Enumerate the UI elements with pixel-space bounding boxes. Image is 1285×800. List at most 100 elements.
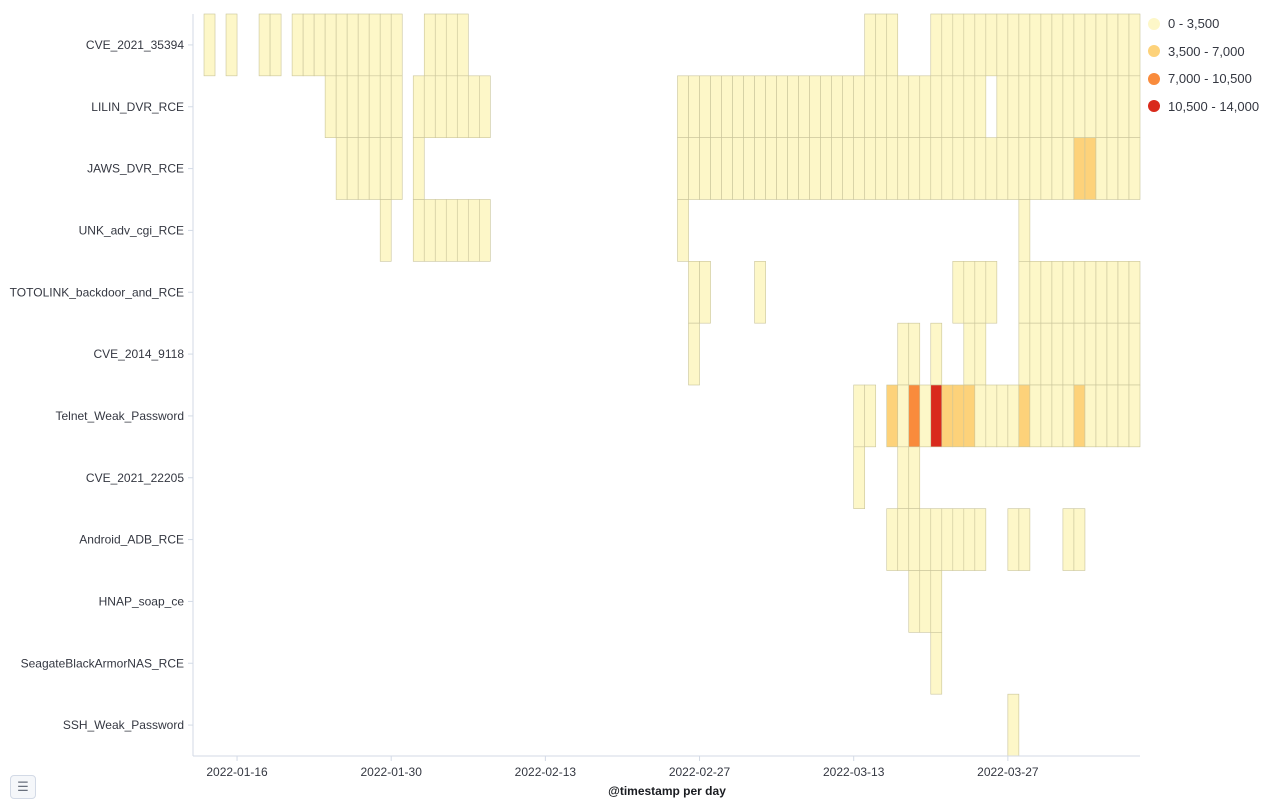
heatmap-cell[interactable] xyxy=(346,137,359,200)
heatmap-cell[interactable] xyxy=(886,13,899,77)
heatmap-cell[interactable] xyxy=(930,75,943,138)
heatmap-cell[interactable] xyxy=(897,384,910,448)
heatmap-cell[interactable] xyxy=(1128,322,1141,386)
heatmap-cell[interactable] xyxy=(853,137,866,200)
heatmap-cell[interactable] xyxy=(908,446,921,509)
heatmap-cell[interactable] xyxy=(1051,75,1064,138)
heatmap-cell[interactable] xyxy=(677,199,689,262)
heatmap-cell[interactable] xyxy=(688,322,700,386)
heatmap-cell[interactable] xyxy=(1084,384,1097,448)
heatmap-cell[interactable] xyxy=(765,75,777,138)
heatmap-cell[interactable] xyxy=(335,75,348,138)
heatmap-cell[interactable] xyxy=(765,137,777,200)
heatmap-cell[interactable] xyxy=(897,322,910,386)
heatmap-cell[interactable] xyxy=(996,13,1009,77)
heatmap-cell[interactable] xyxy=(1040,137,1053,200)
heatmap-cell[interactable] xyxy=(721,75,733,138)
heatmap-cell[interactable] xyxy=(1084,137,1097,200)
heatmap-cell[interactable] xyxy=(930,322,943,386)
heatmap-cell[interactable] xyxy=(941,384,954,448)
heatmap-cell[interactable] xyxy=(1128,75,1141,138)
heatmap-cell[interactable] xyxy=(952,384,965,448)
heatmap-cell[interactable] xyxy=(1084,322,1097,386)
heatmap-cell[interactable] xyxy=(688,75,700,138)
heatmap-cell[interactable] xyxy=(269,13,282,77)
heatmap-cell[interactable] xyxy=(743,75,755,138)
heatmap-cell[interactable] xyxy=(1117,322,1130,386)
heatmap-cell[interactable] xyxy=(864,384,877,448)
heatmap-cell[interactable] xyxy=(897,446,910,509)
heatmap-cell[interactable] xyxy=(864,75,877,138)
heatmap-cell[interactable] xyxy=(897,75,910,138)
heatmap-cell[interactable] xyxy=(996,75,1009,138)
heatmap-cell[interactable] xyxy=(941,508,954,571)
heatmap-cell[interactable] xyxy=(831,137,843,200)
heatmap-cell[interactable] xyxy=(974,75,987,138)
heatmap-cell[interactable] xyxy=(908,508,921,571)
heatmap-cell[interactable] xyxy=(996,137,1009,200)
heatmap-cell[interactable] xyxy=(996,384,1009,448)
heatmap-cell[interactable] xyxy=(368,13,381,77)
heatmap-cell[interactable] xyxy=(1007,508,1020,571)
heatmap-cell[interactable] xyxy=(798,137,810,200)
heatmap-cell[interactable] xyxy=(710,137,722,200)
heatmap-cell[interactable] xyxy=(941,137,954,200)
heatmap-cell[interactable] xyxy=(776,75,788,138)
heatmap-cell[interactable] xyxy=(357,137,370,200)
heatmap-cell[interactable] xyxy=(699,137,711,200)
heatmap-cell[interactable] xyxy=(963,322,976,386)
heatmap-cell[interactable] xyxy=(1073,75,1086,138)
heatmap-cell[interactable] xyxy=(1117,13,1130,77)
heatmap-cell[interactable] xyxy=(456,199,469,262)
heatmap-cell[interactable] xyxy=(974,13,987,77)
heatmap-cell[interactable] xyxy=(941,75,954,138)
heatmap-cell[interactable] xyxy=(445,199,458,262)
heatmap-cell[interactable] xyxy=(985,137,998,200)
heatmap-cell[interactable] xyxy=(798,75,810,138)
legend-item[interactable]: 10,500 - 14,000 xyxy=(1148,93,1259,121)
heatmap-cell[interactable] xyxy=(1095,75,1108,138)
heatmap-cell[interactable] xyxy=(1040,75,1053,138)
heatmap-cell[interactable] xyxy=(1029,322,1042,386)
heatmap-cell[interactable] xyxy=(952,261,965,324)
heatmap-cell[interactable] xyxy=(1095,384,1108,448)
heatmap-cell[interactable] xyxy=(864,13,877,77)
heatmap-cell[interactable] xyxy=(974,261,987,324)
heatmap-cell[interactable] xyxy=(941,13,954,77)
heatmap-cell[interactable] xyxy=(1084,75,1097,138)
heatmap-cell[interactable] xyxy=(754,261,766,324)
heatmap-cell[interactable] xyxy=(974,508,987,571)
heatmap-cell[interactable] xyxy=(1062,137,1075,200)
heatmap-cell[interactable] xyxy=(368,137,381,200)
heatmap-cell[interactable] xyxy=(1095,322,1108,386)
heatmap-cell[interactable] xyxy=(291,13,304,77)
heatmap-cell[interactable] xyxy=(930,137,943,200)
heatmap-cell[interactable] xyxy=(479,75,491,138)
heatmap-cell[interactable] xyxy=(919,384,932,448)
heatmap-cell[interactable] xyxy=(1117,384,1130,448)
heatmap-cell[interactable] xyxy=(346,13,359,77)
heatmap-cell[interactable] xyxy=(952,75,965,138)
heatmap-cell[interactable] xyxy=(1073,384,1086,448)
heatmap-cell[interactable] xyxy=(1095,13,1108,77)
heatmap-cell[interactable] xyxy=(1029,137,1042,200)
heatmap-cell[interactable] xyxy=(390,75,403,138)
heatmap-cell[interactable] xyxy=(974,322,987,386)
heatmap-cell[interactable] xyxy=(1095,137,1108,200)
heatmap-cell[interactable] xyxy=(930,13,943,77)
heatmap-cell[interactable] xyxy=(1062,384,1075,448)
heatmap-cell[interactable] xyxy=(952,508,965,571)
heatmap-cell[interactable] xyxy=(1018,322,1031,386)
heatmap-cell[interactable] xyxy=(952,137,965,200)
heatmap-cell[interactable] xyxy=(1128,13,1141,77)
heatmap-cell[interactable] xyxy=(1051,384,1064,448)
heatmap-cell[interactable] xyxy=(379,199,392,262)
legend-item[interactable]: 3,500 - 7,000 xyxy=(1148,38,1259,66)
heatmap-cell[interactable] xyxy=(842,75,854,138)
heatmap-cell[interactable] xyxy=(1029,75,1042,138)
heatmap-cell[interactable] xyxy=(1040,13,1053,77)
heatmap-cell[interactable] xyxy=(379,13,392,77)
legend-item[interactable]: 0 - 3,500 xyxy=(1148,10,1259,38)
heatmap-cell[interactable] xyxy=(886,384,899,448)
heatmap-cell[interactable] xyxy=(897,508,910,571)
